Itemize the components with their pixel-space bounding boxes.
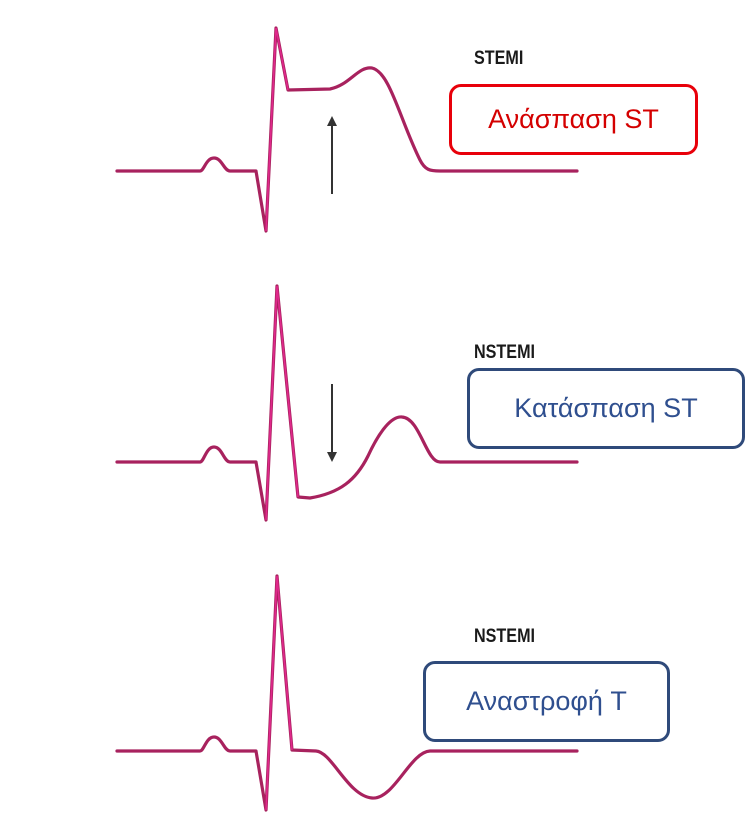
- nstemi-t-inversion-ecg-trace: [115, 574, 579, 812]
- stemi-ecg-trace: [115, 26, 579, 233]
- nstemi-depression-label-box: Κατάσπαση ST: [467, 368, 745, 449]
- stemi-waveform-highlight: [265, 27, 289, 232]
- stemi-heading: STEMI: [474, 48, 524, 69]
- up-arrow-icon: [327, 116, 337, 194]
- down-arrow-icon: [327, 384, 337, 462]
- nstemi-t-inversion-waveform-highlight: [265, 575, 293, 811]
- nstemi-depression-panel: NSTEMI Κατάσπαση ST: [0, 270, 747, 540]
- nstemi-depression-waveform-highlight: [265, 285, 299, 521]
- stemi-panel: STEMI Ανάσπαση ST: [0, 0, 747, 270]
- nstemi-depression-heading: NSTEMI: [474, 342, 536, 363]
- nstemi-t-inversion-panel: NSTEMI Αναστροφή T: [0, 540, 747, 820]
- nstemi-t-inversion-label-box: Αναστροφή T: [423, 661, 670, 742]
- nstemi-t-inversion-waveform: [115, 574, 579, 812]
- stemi-label-box: Ανάσπαση ST: [449, 84, 698, 155]
- nstemi-t-inversion-heading: NSTEMI: [474, 626, 536, 647]
- nstemi-depression-ecg-trace: [115, 284, 579, 522]
- nstemi-depression-waveform: [115, 284, 579, 522]
- stemi-waveform: [115, 26, 579, 233]
